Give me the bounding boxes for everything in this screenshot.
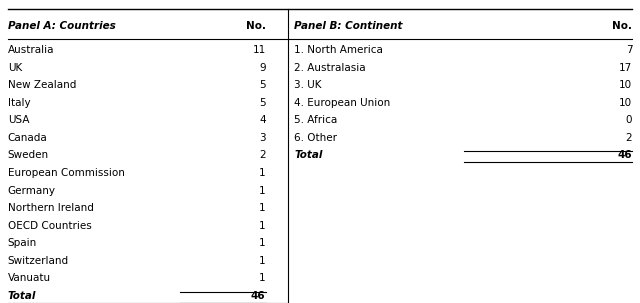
Text: Vanuatu: Vanuatu [8, 273, 51, 283]
Text: 1: 1 [259, 238, 266, 248]
Text: Italy: Italy [8, 98, 30, 108]
Text: 1. North America: 1. North America [294, 45, 383, 55]
Text: 5. Africa: 5. Africa [294, 115, 338, 125]
Text: 3. UK: 3. UK [294, 80, 322, 90]
Text: 5: 5 [259, 80, 266, 90]
Text: 1: 1 [259, 273, 266, 283]
Text: No.: No. [246, 21, 266, 31]
Text: Sweden: Sweden [8, 150, 49, 160]
Text: Total: Total [8, 291, 36, 301]
Text: 1: 1 [259, 168, 266, 178]
Text: 46: 46 [251, 291, 266, 301]
Text: 7: 7 [626, 45, 632, 55]
Text: 9: 9 [259, 62, 266, 72]
Text: OECD Countries: OECD Countries [8, 221, 92, 231]
Text: 10: 10 [619, 98, 632, 108]
Text: Australia: Australia [8, 45, 54, 55]
Text: Switzerland: Switzerland [8, 256, 69, 266]
Text: Canada: Canada [8, 133, 47, 143]
Text: 2. Australasia: 2. Australasia [294, 62, 366, 72]
Text: No.: No. [612, 21, 632, 31]
Text: 1: 1 [259, 256, 266, 266]
Text: Northern Ireland: Northern Ireland [8, 203, 93, 213]
Text: Total: Total [294, 150, 323, 160]
Text: USA: USA [8, 115, 29, 125]
Text: Spain: Spain [8, 238, 37, 248]
Text: 1: 1 [259, 203, 266, 213]
Text: Germany: Germany [8, 185, 56, 195]
Text: 2: 2 [259, 150, 266, 160]
Text: 11: 11 [252, 45, 266, 55]
Text: 4: 4 [259, 115, 266, 125]
Text: 2: 2 [626, 133, 632, 143]
Text: 10: 10 [619, 80, 632, 90]
Text: 0: 0 [626, 115, 632, 125]
Text: 5: 5 [259, 98, 266, 108]
Text: UK: UK [8, 62, 22, 72]
Text: 1: 1 [259, 185, 266, 195]
Text: 6. Other: 6. Other [294, 133, 337, 143]
Text: New Zealand: New Zealand [8, 80, 76, 90]
Text: Panel B: Continent: Panel B: Continent [294, 21, 403, 31]
Text: Panel A: Countries: Panel A: Countries [8, 21, 115, 31]
Text: European Commission: European Commission [8, 168, 125, 178]
Text: 4. European Union: 4. European Union [294, 98, 390, 108]
Text: 46: 46 [618, 150, 632, 160]
Text: 3: 3 [259, 133, 266, 143]
Text: 17: 17 [619, 62, 632, 72]
Text: 1: 1 [259, 221, 266, 231]
